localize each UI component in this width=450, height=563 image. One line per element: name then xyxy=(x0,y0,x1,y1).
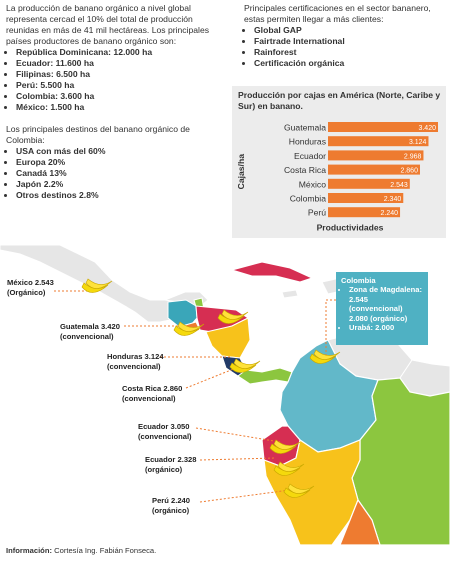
category-label: Perú xyxy=(308,208,326,218)
category-label: Guatemala xyxy=(284,123,326,133)
colombia-info-box: Colombia Zona de Magdalena: 2.545 (conve… xyxy=(336,272,428,345)
map-jamaica xyxy=(281,289,299,299)
label-guatemala-value: Guatemala 3.420 xyxy=(60,322,120,331)
americas-map xyxy=(0,245,450,545)
label-ecuador-org: Ecuador 2.328 (orgánico) xyxy=(145,455,197,474)
map-cuba xyxy=(230,261,314,283)
label-peru: Perú 2.240 (orgánico) xyxy=(152,496,190,515)
banana-icon xyxy=(309,349,341,364)
value-label: 3.124 xyxy=(409,139,427,146)
label-costarica-type: (convencional) xyxy=(122,393,176,403)
label-honduras-type: (convencional) xyxy=(107,361,161,371)
production-chart-panel: Producción por cajas en América (Norte, … xyxy=(232,86,446,238)
bar-chart: Guatemala 3.420 Honduras 3.124 Ecuador 2.968 C… xyxy=(236,122,438,232)
banana-icon xyxy=(283,483,315,498)
value-label: 2.860 xyxy=(400,168,418,175)
producer-item: República Dominicana: 12.000 ha xyxy=(16,47,226,58)
destination-item: Japón 2.2% xyxy=(16,179,226,190)
label-ecuador-org-value: Ecuador 2.328 xyxy=(145,455,197,464)
label-mexico-type: (Orgánico) xyxy=(7,287,46,297)
producers-list: República Dominicana: 12.000 ha Ecuador:… xyxy=(6,47,226,113)
value-label: 2.543 xyxy=(390,182,408,189)
y-axis-label: Cajas/ha xyxy=(236,154,246,190)
label-guatemala-type: (convencional) xyxy=(60,331,114,341)
value-label: 2.240 xyxy=(381,210,399,217)
bar xyxy=(328,150,424,161)
banana-icon xyxy=(81,278,113,293)
map-peru xyxy=(263,439,361,545)
label-guatemala: Guatemala 3.420 (convencional) xyxy=(60,322,120,341)
bar xyxy=(328,136,429,147)
x-axis-label: Productividades xyxy=(317,222,384,232)
colombia-box-title: Colombia xyxy=(341,276,376,285)
label-ecuador-org-type: (orgánico) xyxy=(145,464,183,474)
category-label: Ecuador xyxy=(294,151,326,161)
bar xyxy=(328,178,410,189)
certifications-paragraph: Principales certificaciones en el sector… xyxy=(244,3,431,24)
colombia-box-list: Zona de Magdalena: 2.545 (convencional) … xyxy=(341,285,423,332)
producer-item: Ecuador: 11.600 ha xyxy=(16,58,226,69)
colombia-box-item: Zona de Magdalena: 2.545 (convencional) … xyxy=(349,285,423,323)
certifications-block: Principales certificaciones en el sector… xyxy=(244,3,449,69)
banana-icon xyxy=(229,358,261,373)
map-nicaragua xyxy=(205,317,251,359)
banana-icon xyxy=(173,321,205,336)
bar xyxy=(328,193,404,203)
certification-item: Fairtrade International xyxy=(254,36,449,47)
destinations-paragraph: Los principales destinos del banano orgá… xyxy=(6,124,190,145)
intro-text-block: La producción de banano orgánico a nivel… xyxy=(6,3,226,201)
certification-item: Certificación orgánica xyxy=(254,58,449,69)
label-peru-type: (orgánico) xyxy=(152,505,190,515)
destinations-list: USA con más del 60% Europa 20% Canadá 13… xyxy=(6,146,226,201)
certification-item: Global GAP xyxy=(254,25,449,36)
intro-paragraph: La producción de banano orgánico a nivel… xyxy=(6,3,210,46)
category-label: Honduras xyxy=(289,137,326,147)
map-guatemala xyxy=(167,299,198,327)
category-label: Colombia xyxy=(290,194,327,204)
leader-lines xyxy=(54,290,336,503)
producer-item: México: 1.500 ha xyxy=(16,102,226,113)
label-ecuador-conv: Ecuador 3.050 (convencional) xyxy=(138,422,192,441)
colombia-box-item: Urabá: 2.000 xyxy=(349,323,423,332)
label-honduras-value: Honduras 3.124 xyxy=(107,352,164,361)
label-ecuador-conv-value: Ecuador 3.050 xyxy=(138,422,190,431)
bar xyxy=(328,207,401,218)
label-mexico: México 2.543 (Orgánico) xyxy=(7,278,54,297)
chart-title: Producción por cajas en América (Norte, … xyxy=(238,90,441,111)
destination-item: Europa 20% xyxy=(16,157,226,168)
value-label: 2.340 xyxy=(384,196,402,203)
producer-item: Perú: 5.500 ha xyxy=(16,80,226,91)
label-costarica-value: Costa Rica 2.860 xyxy=(122,384,183,393)
value-label: 2.968 xyxy=(404,153,422,160)
label-honduras: Honduras 3.124 (convencional) xyxy=(107,352,164,371)
label-ecuador-conv-type: (convencional) xyxy=(138,431,192,441)
footer-label: Información: xyxy=(6,546,52,555)
category-label: Costa Rica xyxy=(284,165,326,175)
destination-item: Canadá 13% xyxy=(16,168,226,179)
banana-icon xyxy=(269,439,301,454)
footer-text: Cortesía Ing. Fabián Fonseca. xyxy=(52,546,157,555)
label-mexico-value: México 2.543 xyxy=(7,278,54,287)
map-bolivia xyxy=(339,498,381,545)
certifications-list: Global GAP Fairtrade International Rainf… xyxy=(244,25,449,69)
producer-item: Colombia: 3.600 ha xyxy=(16,91,226,102)
label-costarica: Costa Rica 2.860 (convencional) xyxy=(122,384,182,403)
banana-icon xyxy=(217,309,249,324)
producer-item: Filipinas: 6.500 ha xyxy=(16,69,226,80)
banana-icon xyxy=(273,461,305,476)
destination-item: USA con más del 60% xyxy=(16,146,226,157)
source-footer: Información: Cortesía Ing. Fabián Fonsec… xyxy=(6,546,156,555)
label-peru-value: Perú 2.240 xyxy=(152,496,190,505)
destination-item: Otros destinos 2.8% xyxy=(16,190,226,201)
category-label: México xyxy=(299,179,326,189)
bar xyxy=(328,164,420,175)
value-label: 3.420 xyxy=(418,125,436,132)
bar xyxy=(328,122,438,132)
certification-item: Rainforest xyxy=(254,47,449,58)
